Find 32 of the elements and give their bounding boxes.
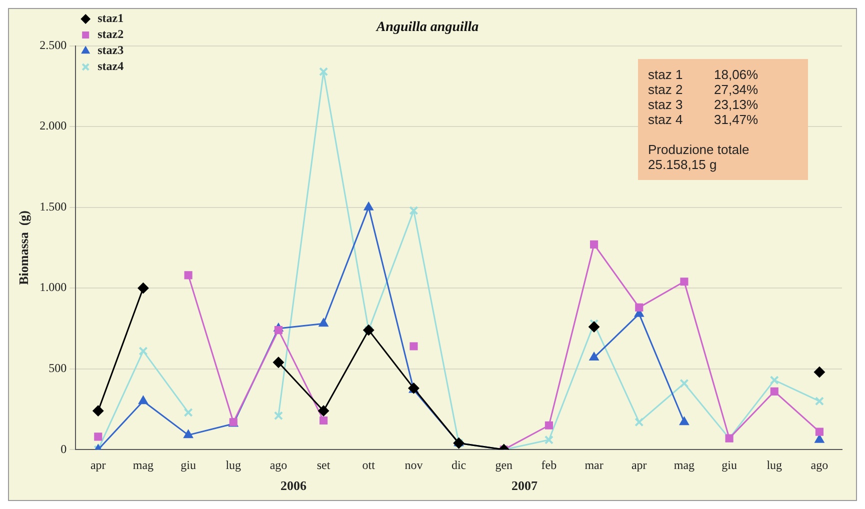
chart-title: Anguilla anguilla — [375, 20, 479, 36]
x-tick-label: giu — [722, 458, 737, 472]
legend-label: staz3 — [98, 43, 124, 58]
note-box: staz 1 18,06% staz 2 27,34% staz 3 23,13% staz 4 31,47% Produzione totale 25.158,15 g — [638, 59, 808, 180]
x-tick-label: apr — [90, 458, 106, 472]
x-tick-label: ago — [270, 458, 288, 472]
x-tick-label: ott — [362, 458, 376, 472]
x-tick-label: feb — [541, 458, 557, 472]
x-tick-label: mag — [674, 458, 695, 472]
y-tick-label: 1.500 — [40, 199, 67, 214]
legend-label: staz4 — [98, 59, 124, 74]
y-tick-label: 2.500 — [40, 38, 67, 52]
legend-label: staz2 — [98, 27, 124, 42]
x-tick-label: dic — [451, 458, 466, 472]
x-tick-label: apr — [631, 458, 647, 472]
x-tick-label: giu — [180, 458, 196, 472]
legend-label: staz1 — [98, 11, 124, 26]
y-tick-label: 500 — [48, 360, 67, 375]
x-tick-label: lug — [226, 458, 242, 472]
y-tick-label: 0 — [60, 442, 67, 456]
x-tick-label: mag — [132, 458, 154, 472]
text: 2006 — [280, 478, 306, 494]
x-tick-label: set — [316, 458, 331, 472]
x-tick-label: lug — [766, 458, 782, 472]
x-tick-label: ago — [810, 458, 828, 472]
x-tick-label: nov — [404, 458, 423, 472]
y-axis-title: Biomassa (g) — [16, 210, 32, 285]
y-tick-label: 1.000 — [40, 280, 67, 294]
text: 2007 — [512, 478, 538, 494]
x-tick-label: gen — [495, 458, 513, 472]
x-tick-label: mar — [584, 458, 604, 472]
y-tick-label: 2.000 — [40, 118, 67, 133]
